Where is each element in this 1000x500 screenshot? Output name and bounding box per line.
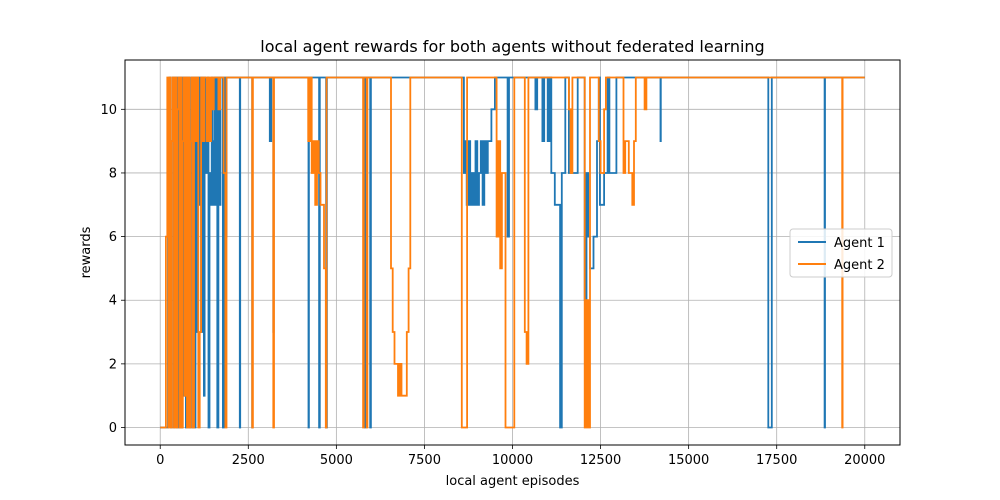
y-tick-label: 0 <box>109 421 117 436</box>
y-tick-label: 2 <box>109 357 117 372</box>
x-tick-label: 7500 <box>408 453 441 468</box>
grid <box>125 60 900 445</box>
y-tick-label: 10 <box>100 103 117 118</box>
legend-label: Agent 1 <box>834 236 885 251</box>
x-tick-label: 20000 <box>844 453 885 468</box>
y-tick-label: 8 <box>109 166 117 181</box>
x-tick-label: 17500 <box>756 453 797 468</box>
y-tick-label: 4 <box>109 294 117 309</box>
x-tick-label: 2500 <box>232 453 265 468</box>
series-line-agent-2 <box>160 76 865 429</box>
ticks: 0 2500 5000 7500 10000 12500 15000 17500 20000 0 2… <box>100 103 885 468</box>
x-tick-label: 5000 <box>320 453 353 468</box>
chart-title: local agent rewards for both agents with… <box>260 37 764 56</box>
x-tick-label: 10000 <box>492 453 533 468</box>
y-axis-label: rewards <box>79 226 94 278</box>
x-tick-label: 0 <box>156 453 164 468</box>
x-tick-label: 15000 <box>668 453 709 468</box>
x-tick-label: 12500 <box>580 453 621 468</box>
legend-label: Agent 2 <box>834 258 885 273</box>
legend: Agent 1 Agent 2 <box>789 228 893 278</box>
series-layer <box>160 76 865 429</box>
x-axis-label: local agent episodes <box>446 474 580 489</box>
y-tick-label: 6 <box>109 230 117 245</box>
